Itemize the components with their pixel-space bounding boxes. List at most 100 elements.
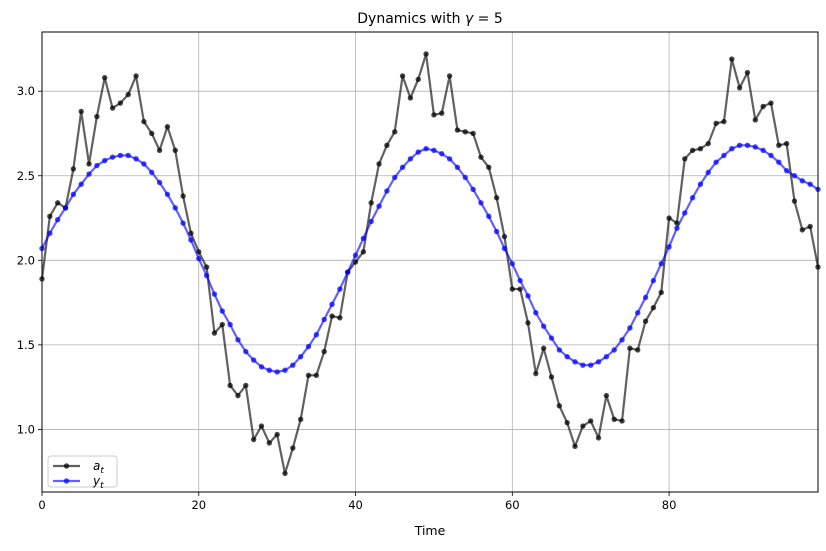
data-point-a	[666, 215, 672, 221]
data-point-y	[587, 362, 594, 368]
data-point-y	[791, 173, 798, 179]
series-line-y	[41, 144, 819, 374]
data-point-y	[768, 152, 774, 159]
y-tick-label: 1.5	[17, 338, 35, 352]
x-tick-label: 0	[38, 498, 45, 512]
data-point-y	[180, 220, 186, 226]
legend-label-a: at	[93, 459, 104, 476]
data-point-a	[305, 372, 312, 379]
data-point-y	[423, 145, 429, 152]
data-point-a	[47, 213, 53, 220]
data-point-a	[407, 95, 414, 101]
data-point-y	[345, 269, 351, 275]
data-point-y	[164, 191, 171, 198]
data-point-a	[149, 130, 155, 137]
data-point-a	[431, 112, 437, 118]
data-point-y	[540, 323, 547, 329]
data-point-y	[149, 169, 155, 176]
data-point-y	[493, 228, 500, 235]
data-point-a	[799, 227, 806, 233]
data-point-a	[729, 56, 735, 62]
data-point-y	[47, 230, 53, 236]
data-point-y	[297, 354, 304, 360]
data-point-a	[172, 147, 178, 154]
x-tick-label: 60	[505, 498, 520, 512]
data-point-y	[783, 167, 790, 174]
data-point-y	[78, 181, 84, 187]
data-point-a	[556, 403, 563, 409]
data-point-y	[556, 347, 563, 353]
y-tick-label: 3.0	[17, 84, 35, 98]
data-point-a	[650, 304, 657, 311]
data-point-a	[243, 382, 249, 389]
legend-marker-a	[63, 463, 70, 469]
data-point-y	[243, 348, 249, 355]
data-point-y	[352, 252, 359, 258]
data-point-a	[713, 120, 719, 127]
data-point-a	[572, 443, 578, 450]
legend-label-y: yt	[92, 474, 104, 491]
data-point-a	[156, 147, 163, 154]
data-point-a	[478, 154, 484, 160]
data-point-y	[752, 144, 758, 150]
data-point-y	[705, 169, 711, 176]
data-point-y	[117, 152, 124, 159]
data-point-y	[376, 203, 382, 209]
data-point-a	[791, 198, 798, 204]
data-point-y	[203, 272, 210, 279]
data-point-y	[619, 337, 625, 343]
data-point-a	[297, 416, 304, 422]
data-point-a	[439, 110, 445, 116]
data-point-y	[658, 260, 664, 267]
data-point-y	[258, 364, 265, 370]
data-point-y	[407, 156, 414, 162]
y-tick-label: 2.5	[17, 169, 35, 183]
data-point-a	[290, 445, 296, 451]
data-point-a	[540, 345, 547, 351]
data-point-a	[642, 318, 649, 324]
series-line-a	[40, 52, 820, 475]
data-point-y	[109, 154, 116, 160]
data-point-a	[102, 74, 108, 81]
data-point-a	[768, 100, 774, 106]
data-point-y	[799, 178, 806, 184]
data-point-y	[227, 321, 233, 328]
y-axis: 1.0 1.5 2.0 2.5 3.0	[17, 84, 42, 436]
data-point-a	[392, 129, 398, 135]
data-point-y	[313, 332, 320, 338]
data-point-a	[493, 195, 500, 201]
data-point-y	[470, 186, 476, 192]
data-point-y	[368, 218, 374, 225]
data-point-y	[564, 354, 570, 360]
data-point-y	[337, 286, 343, 292]
data-point-y	[94, 162, 100, 169]
data-point-y	[399, 164, 406, 170]
data-point-y	[807, 181, 813, 187]
data-point-a	[627, 345, 633, 351]
data-point-a	[141, 118, 147, 125]
x-tick-label: 40	[348, 498, 363, 512]
data-point-a	[705, 140, 711, 147]
y-tick-label: 1.0	[17, 422, 35, 436]
legend-box	[47, 455, 118, 488]
data-point-a	[360, 249, 367, 255]
data-point-a	[783, 140, 790, 147]
grid	[41, 32, 818, 492]
data-point-a	[564, 419, 570, 426]
x-axis: 0 20 40 60 80	[38, 492, 676, 512]
legend-marker-y	[63, 478, 70, 484]
y-tick-label: 2.0	[17, 253, 35, 267]
data-point-y	[321, 316, 327, 323]
data-point-a	[721, 118, 727, 125]
data-point-y	[415, 149, 421, 155]
data-point-y	[674, 225, 680, 231]
data-point-y	[682, 210, 688, 216]
data-point-a	[211, 330, 218, 336]
data-point-a	[517, 286, 523, 292]
data-point-a	[399, 73, 406, 79]
data-point-a	[109, 105, 116, 111]
data-point-y	[642, 294, 649, 301]
data-point-y	[486, 213, 492, 220]
